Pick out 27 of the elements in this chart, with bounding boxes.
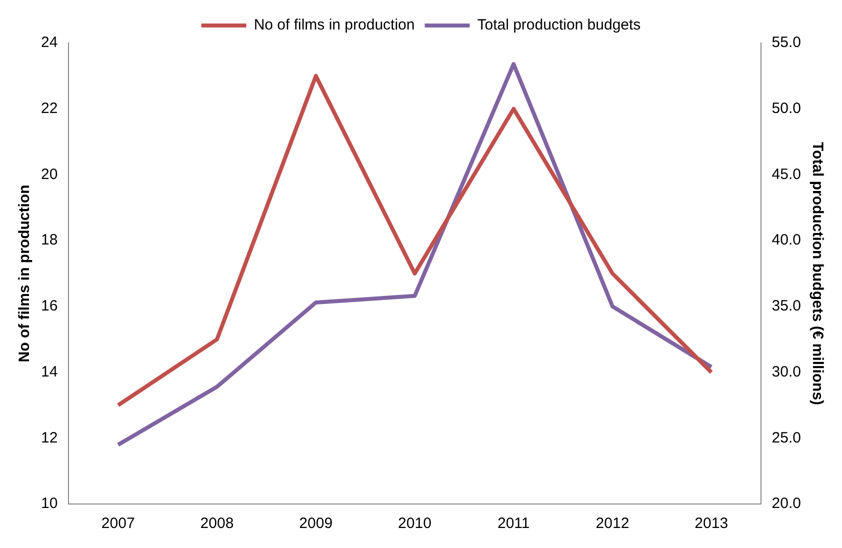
x-tick-label: 2007: [101, 515, 135, 532]
x-tick-label: 2008: [200, 515, 234, 532]
legend-label: Total production budgets: [477, 16, 641, 34]
y-tick-label: 12: [40, 429, 58, 446]
y2-tick-label: 35.0: [772, 298, 802, 315]
y2-tick-label: 45.0: [772, 166, 802, 183]
x-tick-label: 2009: [299, 515, 333, 532]
y-tick-label: 24: [40, 34, 58, 52]
x-tick-label: 2012: [596, 515, 630, 532]
y2-axis-title: Total production budgets (€ millions): [808, 142, 826, 406]
y-tick-label: 20: [40, 166, 58, 183]
y2-tick-label: 40.0: [772, 232, 802, 249]
legend-label: No of films in production: [254, 16, 415, 34]
y-tick-label: 14: [40, 363, 58, 380]
x-tick-label: 2013: [694, 515, 728, 532]
y2-tick-label: 20.0: [772, 495, 802, 512]
y-tick-label: 22: [40, 100, 58, 117]
y2-tick-label: 55.0: [772, 34, 802, 52]
y2-tick-label: 30.0: [772, 363, 802, 380]
y-axis-title: No of films in production: [16, 184, 34, 362]
y2-tick-label: 25.0: [772, 429, 802, 446]
y-tick-label: 16: [40, 298, 58, 315]
y-tick-label: 18: [40, 232, 58, 249]
x-tick-label: 2010: [398, 515, 432, 532]
x-tick-label: 2011: [497, 515, 530, 532]
y-tick-label: 10: [40, 495, 58, 512]
y2-tick-label: 50.0: [772, 100, 802, 117]
